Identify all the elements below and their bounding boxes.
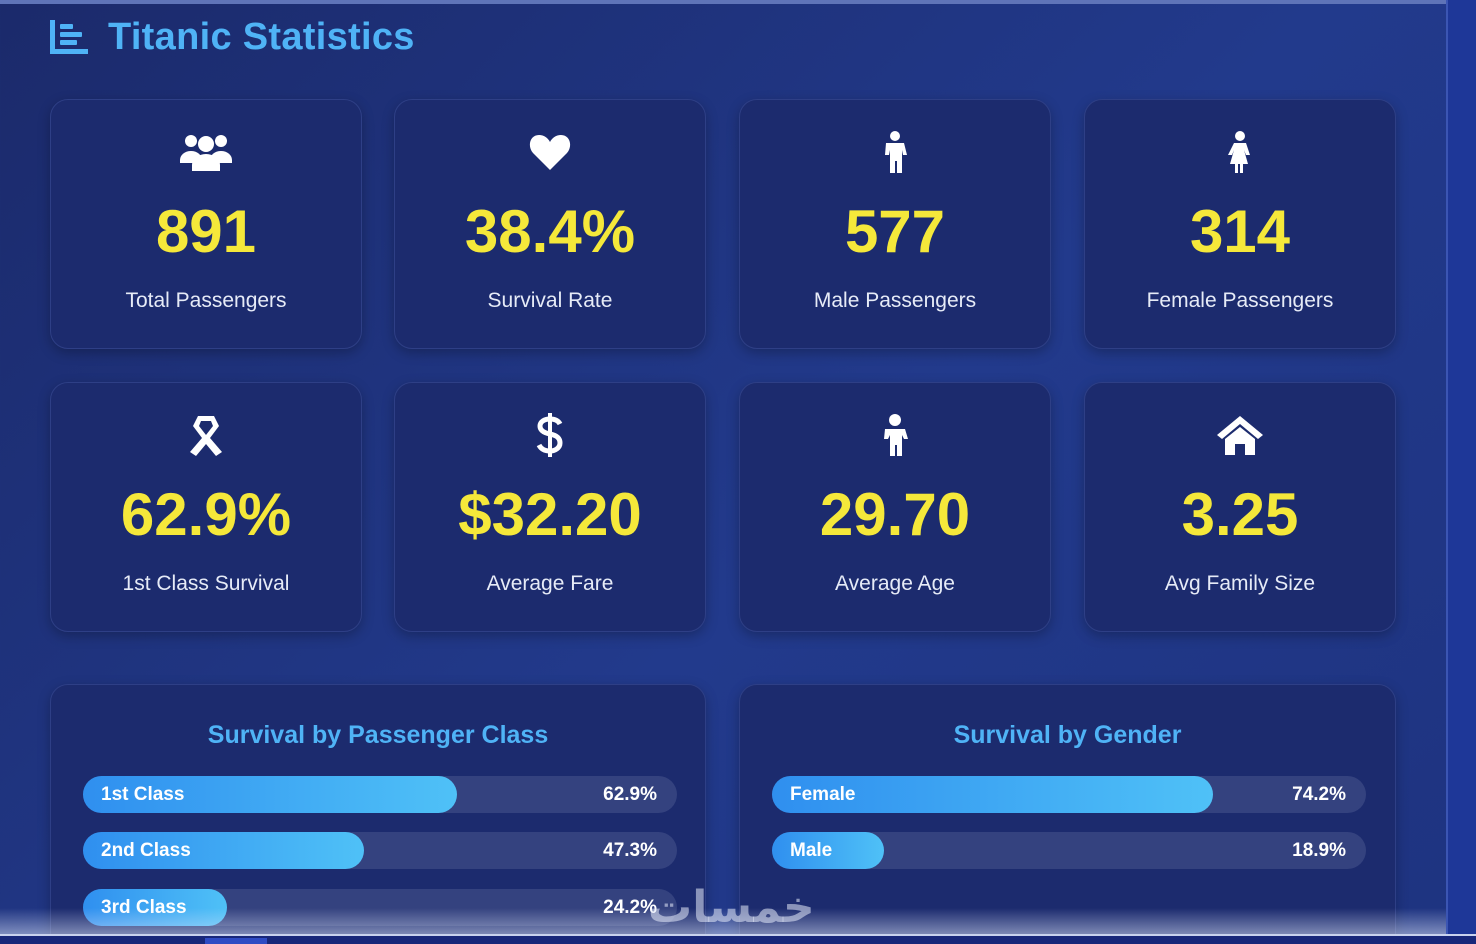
stat-label: Survival Rate [487, 289, 613, 312]
stat-label: Total Passengers [125, 289, 287, 312]
bar-track: Female 74.2% [772, 776, 1366, 813]
stat-card-avg-family-size: 3.25 Avg Family Size [1084, 382, 1396, 632]
bar-percent: 62.9% [603, 784, 657, 805]
bar-track: 2nd Class 47.3% [83, 832, 677, 869]
bar-percent: 74.2% [1292, 784, 1346, 805]
watermark: خمسات [648, 882, 815, 933]
stat-label: Average Fare [486, 572, 614, 595]
bar-percent: 18.9% [1292, 840, 1346, 861]
window-top-edge [0, 0, 1448, 4]
bar-fill [83, 832, 364, 869]
vertical-scrollbar[interactable] [1448, 0, 1476, 944]
bar-fill [772, 832, 885, 869]
page-header: Titanic Statistics [48, 14, 415, 60]
stat-label: Male Passengers [813, 289, 977, 312]
stat-value: $32.20 [458, 481, 642, 548]
male-icon [885, 131, 907, 173]
female-icon [1228, 131, 1250, 173]
stat-label: Avg Family Size [1164, 572, 1316, 595]
horizontal-scrollbar[interactable] [0, 934, 1476, 944]
stat-card-female-passengers: 314 Female Passengers [1084, 99, 1396, 349]
chart-bar-icon [50, 20, 88, 54]
stat-value: 38.4% [464, 198, 636, 265]
stat-value: 314 [1189, 198, 1291, 265]
bar-fill [83, 776, 457, 813]
child-icon [884, 414, 908, 456]
stat-card-average-age: 29.70 Average Age [739, 382, 1051, 632]
stat-value: 3.25 [1181, 481, 1299, 548]
panel-title: Survival by Gender [953, 721, 1182, 749]
dollar-icon [536, 413, 563, 457]
heart-icon [529, 135, 571, 170]
gender-survival-panel: Survival by Gender Female 74.2% Male 18.9% [739, 684, 1396, 944]
bar-label: 2nd Class [101, 840, 191, 861]
home-icon [1217, 416, 1263, 455]
stat-card-survival-rate: 38.4% Survival Rate [394, 99, 706, 349]
stat-value: 577 [844, 198, 946, 265]
stat-card-male-passengers: 577 Male Passengers [739, 99, 1051, 349]
stat-card-first-class-survival: 62.9% 1st Class Survival [50, 382, 362, 632]
scrollbar-edge [1446, 0, 1448, 944]
stat-label: Female Passengers [1146, 289, 1334, 312]
bar-label: 1st Class [101, 784, 185, 805]
stat-card-total-passengers: 891 Total Passengers [50, 99, 362, 349]
bar-track: Male 18.9% [772, 832, 1366, 869]
stat-value: 62.9% [120, 481, 292, 548]
class-survival-panel: Survival by Passenger Class 1st Class 62.… [50, 684, 706, 944]
page-title: Titanic Statistics [108, 15, 415, 58]
bar-label: Male [790, 840, 833, 861]
stat-label: 1st Class Survival [122, 572, 290, 595]
panel-title: Survival by Passenger Class [207, 721, 549, 749]
bar-fill [772, 776, 1213, 813]
bar-label: Female [790, 784, 856, 805]
bottom-fade [0, 908, 1448, 934]
scrollbar-thumb[interactable] [205, 938, 267, 944]
bar-percent: 47.3% [603, 840, 657, 861]
stat-label: Average Age [835, 572, 955, 595]
bar-track: 1st Class 62.9% [83, 776, 677, 813]
stat-value: 29.70 [819, 481, 971, 548]
ribbon-icon [190, 416, 222, 456]
stat-card-average-fare: $32.20 Average Fare [394, 382, 706, 632]
stat-value: 891 [155, 198, 257, 265]
users-icon [180, 135, 232, 171]
